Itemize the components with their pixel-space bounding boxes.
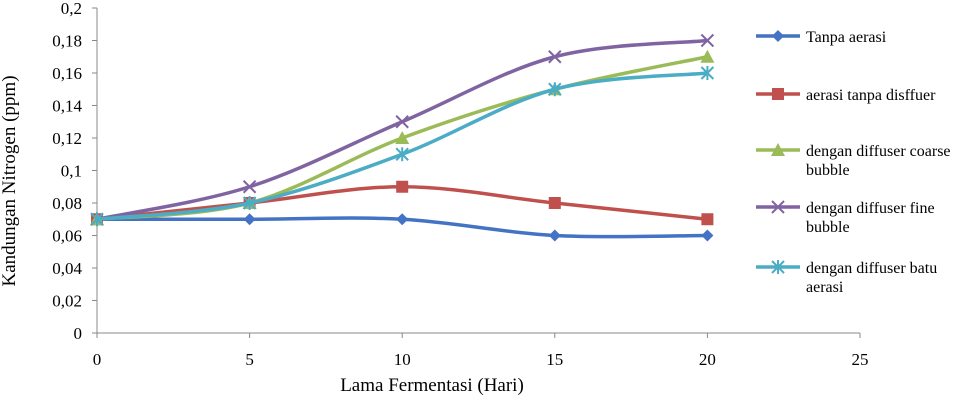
- x-tick-label: 0: [93, 350, 102, 369]
- y-tick-label: 0,18: [52, 32, 82, 51]
- y-tick-label: 0: [74, 324, 83, 343]
- y-tick-label: 0,12: [52, 129, 82, 148]
- data-point: [548, 229, 561, 242]
- data-point: [548, 50, 562, 64]
- data-point: [700, 66, 715, 80]
- legend-label: dengan diffuser batu: [806, 260, 937, 277]
- data-point: [395, 131, 410, 144]
- legend-label: dengan diffuser coarse: [806, 143, 951, 160]
- data-point: [395, 147, 409, 162]
- data-point: [396, 213, 409, 226]
- data-point: [395, 115, 409, 129]
- series-4: [90, 66, 715, 227]
- x-axis-ticks: 0 5 10 15 20 25: [93, 333, 869, 369]
- y-tick-label: 0,08: [52, 194, 82, 213]
- y-axis-ticks: 0 0,02 0,04 0,06 0,08 0,1 0,12 0,14 0,16 0,18 0,2: [52, 0, 97, 343]
- legend-label: bubble: [806, 219, 850, 236]
- x-tick-label: 20: [699, 350, 716, 369]
- data-point: [548, 82, 562, 97]
- data-point: [242, 196, 257, 210]
- legend-label: aerasi: [806, 279, 844, 296]
- y-tick-label: 0,1: [61, 162, 82, 181]
- legend-item: aerasi tanpa disffuer: [756, 87, 936, 104]
- data-point: [242, 180, 257, 194]
- legend-item: Tanpa aerasi: [756, 29, 887, 46]
- legend-label: bubble: [806, 162, 850, 179]
- y-tick-label: 0,16: [52, 64, 82, 83]
- y-tick-label: 0,04: [52, 259, 82, 278]
- legend-label: aerasi tanpa disffuer: [806, 87, 936, 104]
- legend-marker: [771, 260, 785, 274]
- series-3: [90, 33, 715, 226]
- y-tick-label: 0,2: [61, 0, 82, 18]
- x-axis-label: Lama Fermentasi (Hari): [340, 375, 524, 396]
- x-tick-label: 5: [245, 350, 254, 369]
- legend-marker: [771, 200, 785, 214]
- data-point: [396, 180, 409, 193]
- data-point: [548, 197, 561, 209]
- series-layer: [90, 33, 715, 242]
- x-tick-label: 10: [394, 350, 411, 369]
- legend: Tanpa aerasi aerasi tanpa disffuer dengan …: [756, 29, 951, 296]
- data-point: [90, 212, 104, 227]
- data-point: [701, 229, 714, 242]
- data-point: [700, 49, 715, 63]
- series-line: [96, 71, 708, 221]
- y-tick-label: 0,06: [52, 227, 82, 246]
- legend-marker: [771, 143, 785, 156]
- x-tick-label: 25: [852, 350, 869, 369]
- legend-marker: [772, 30, 784, 42]
- y-tick-label: 0,14: [52, 97, 82, 116]
- data-point: [700, 33, 715, 48]
- data-point: [243, 213, 256, 226]
- legend-marker: [772, 88, 784, 100]
- legend-label: Tanpa aerasi: [806, 29, 887, 46]
- series-2: [90, 49, 715, 226]
- y-axis-label: Kandungan Nitrogen (ppm): [0, 75, 20, 286]
- legend-label: dengan diffuser fine: [806, 200, 935, 217]
- legend-item: dengan diffuser fine bubble: [756, 200, 935, 236]
- legend-item: dengan diffuser batu aerasi: [756, 260, 937, 296]
- series-0: [91, 213, 714, 242]
- y-tick-label: 0,02: [52, 292, 82, 311]
- legend-item: dengan diffuser coarse bubble: [756, 143, 951, 179]
- data-point: [701, 213, 714, 226]
- x-tick-label: 15: [546, 350, 563, 369]
